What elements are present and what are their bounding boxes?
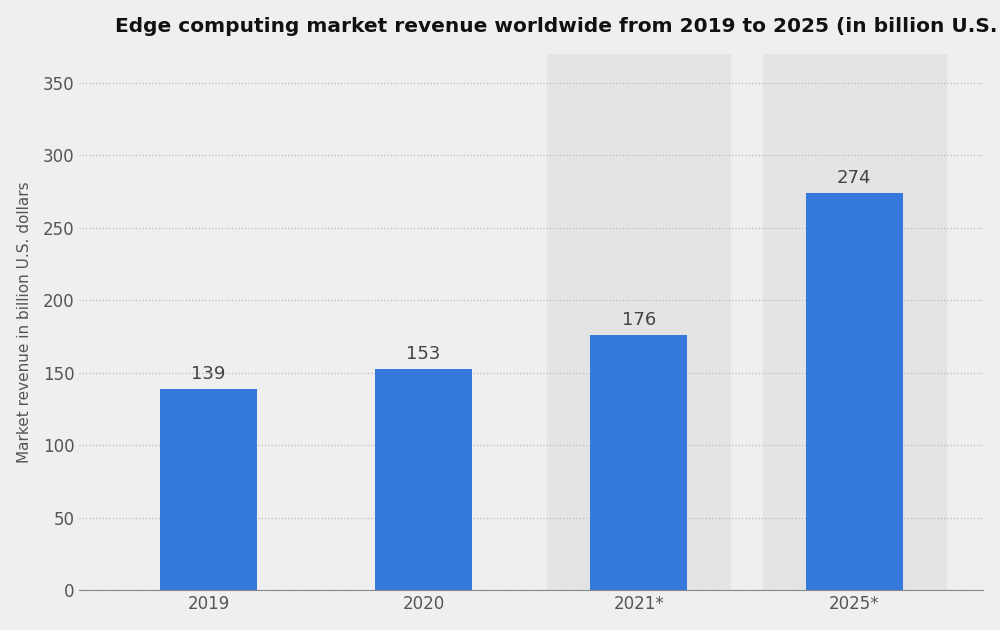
Bar: [375, 369, 472, 590]
Bar: [160, 389, 257, 590]
Bar: [763, 54, 946, 590]
Text: 176: 176: [622, 311, 656, 329]
Bar: [547, 54, 730, 590]
Text: 153: 153: [406, 345, 441, 363]
Text: Edge computing market revenue worldwide from 2019 to 2025 (in billion U.S. dolla: Edge computing market revenue worldwide …: [115, 16, 1000, 36]
Text: 139: 139: [191, 365, 226, 383]
Bar: [590, 335, 687, 590]
Bar: [806, 193, 903, 590]
Text: 274: 274: [837, 169, 871, 187]
Y-axis label: Market revenue in billion U.S. dollars: Market revenue in billion U.S. dollars: [17, 181, 32, 463]
